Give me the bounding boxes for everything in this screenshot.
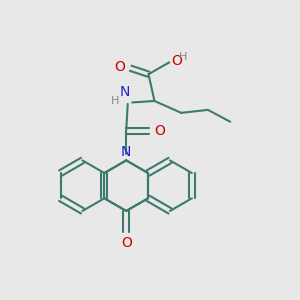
Text: H: H [111,96,119,106]
Text: O: O [172,54,183,68]
Text: H: H [179,52,187,62]
Text: O: O [115,60,125,74]
Text: N: N [119,85,130,100]
Text: O: O [154,124,165,138]
Text: O: O [121,236,132,250]
Text: N: N [121,145,131,159]
